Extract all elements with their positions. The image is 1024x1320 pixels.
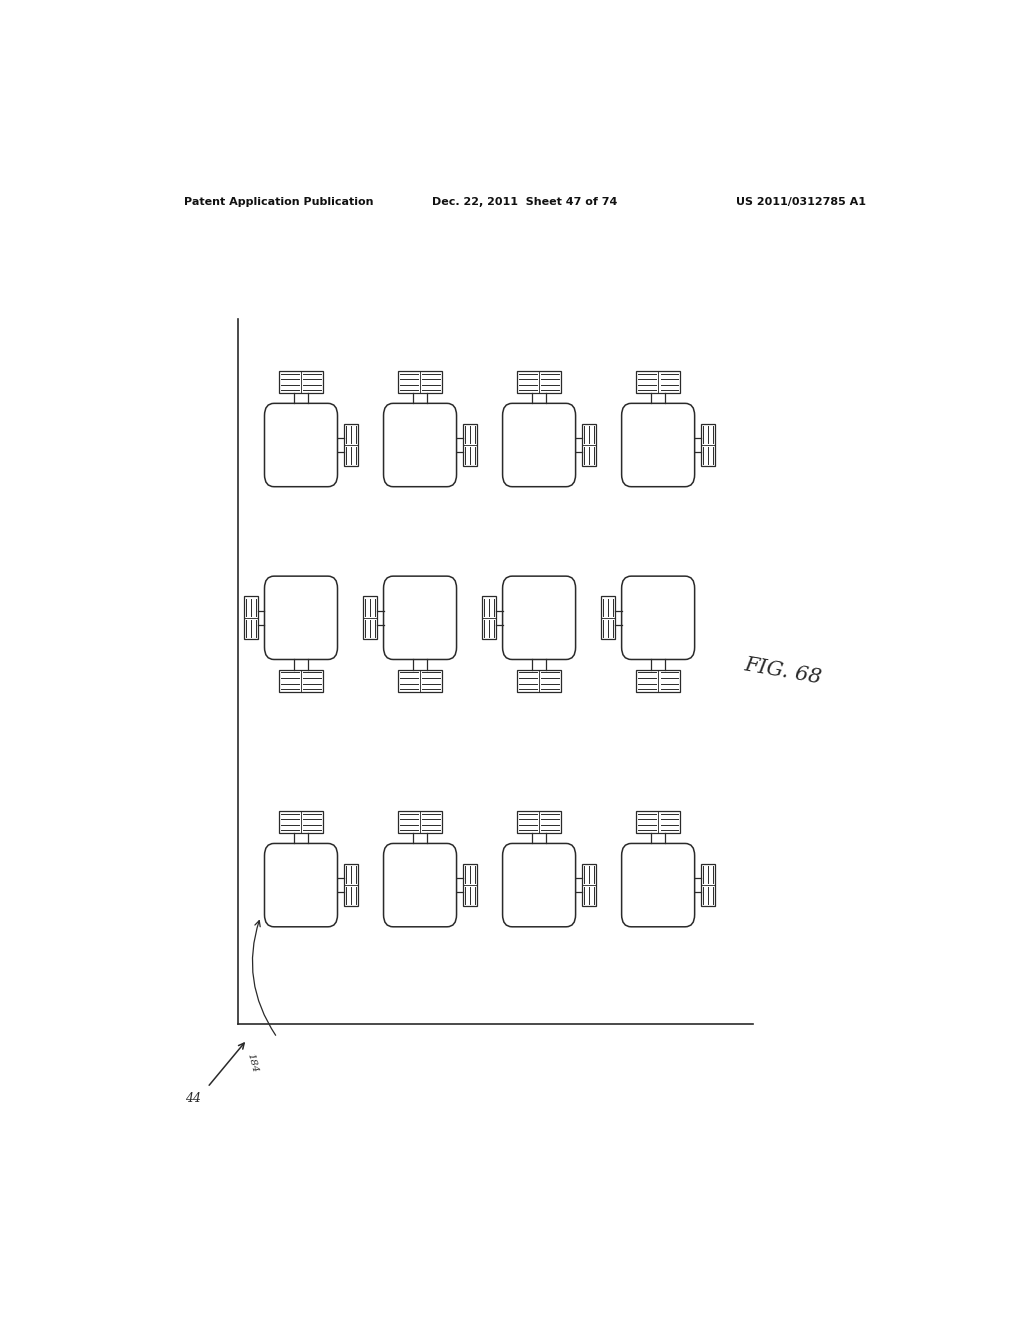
- Text: US 2011/0312785 A1: US 2011/0312785 A1: [736, 197, 866, 207]
- Text: 184: 184: [246, 1052, 259, 1073]
- Text: Dec. 22, 2011  Sheet 47 of 74: Dec. 22, 2011 Sheet 47 of 74: [432, 197, 617, 207]
- Text: FIG. 68: FIG. 68: [742, 656, 823, 688]
- Text: Patent Application Publication: Patent Application Publication: [183, 197, 373, 207]
- Text: 44: 44: [185, 1093, 201, 1105]
